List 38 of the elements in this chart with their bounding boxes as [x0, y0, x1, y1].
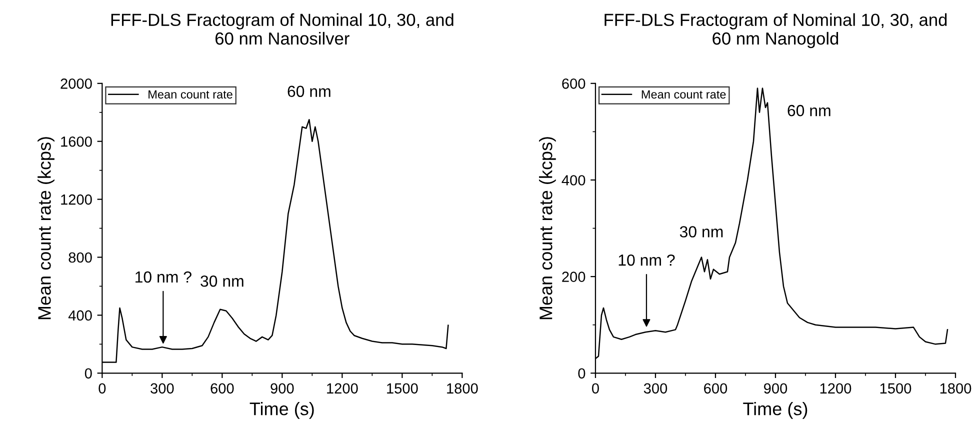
- chart-title: FFF-DLS Fractogram of Nominal 10, 30, and 60 nm Nanogold: [604, 13, 947, 48]
- y-axis-title: Mean count rate (kcps): [38, 137, 54, 320]
- annotation: 30 nm: [200, 275, 244, 287]
- y-axis-title: Mean count rate (kcps): [539, 137, 556, 320]
- chart-title: FFF-DLS Fractogram of Nominal 10, 30, and 60 nm Nanosilver: [111, 13, 454, 45]
- y-tick-label: 2000: [60, 78, 92, 89]
- x-tick-label: 1200: [327, 383, 358, 394]
- annotation: 60 nm: [288, 86, 330, 98]
- x-tick-label: 1500: [387, 383, 418, 394]
- x-axis-title: Time (s): [743, 402, 808, 419]
- x-tick-label: 900: [764, 383, 788, 394]
- x-tick-label: 0: [98, 383, 106, 394]
- x-tick-label: 1500: [880, 383, 912, 394]
- y-tick-label: 800: [68, 252, 92, 263]
- y-tick-label: 0: [84, 368, 92, 379]
- y-tick-label: 1200: [61, 194, 92, 205]
- annotation: 10 nm ?: [618, 254, 675, 266]
- legend-label: Mean count rate: [148, 90, 232, 99]
- x-tick-label: 1800: [447, 383, 478, 394]
- x-tick-label: 600: [210, 383, 234, 394]
- annotation: 30 nm: [680, 226, 723, 238]
- x-tick-label: 900: [270, 383, 294, 394]
- annotation: 10 nm ?: [136, 271, 192, 283]
- y-tick-label: 400: [562, 175, 586, 186]
- y-tick-label: 600: [562, 78, 586, 89]
- x-tick-label: 300: [150, 383, 174, 394]
- y-tick-label: 200: [562, 272, 586, 282]
- annotation: 60 nm: [788, 104, 830, 116]
- y-tick-label: 1600: [61, 136, 92, 147]
- x-axis-title: Time (s): [250, 402, 314, 419]
- y-tick-label: 400: [68, 310, 92, 321]
- legend-label: Mean count rate: [642, 90, 726, 99]
- x-tick-label: 1200: [820, 383, 852, 394]
- x-tick-label: 0: [592, 383, 599, 394]
- y-tick-label: 0: [578, 368, 586, 379]
- x-tick-label: 1800: [940, 383, 972, 394]
- x-tick-label: 600: [704, 383, 728, 394]
- x-tick-label: 300: [644, 383, 668, 394]
